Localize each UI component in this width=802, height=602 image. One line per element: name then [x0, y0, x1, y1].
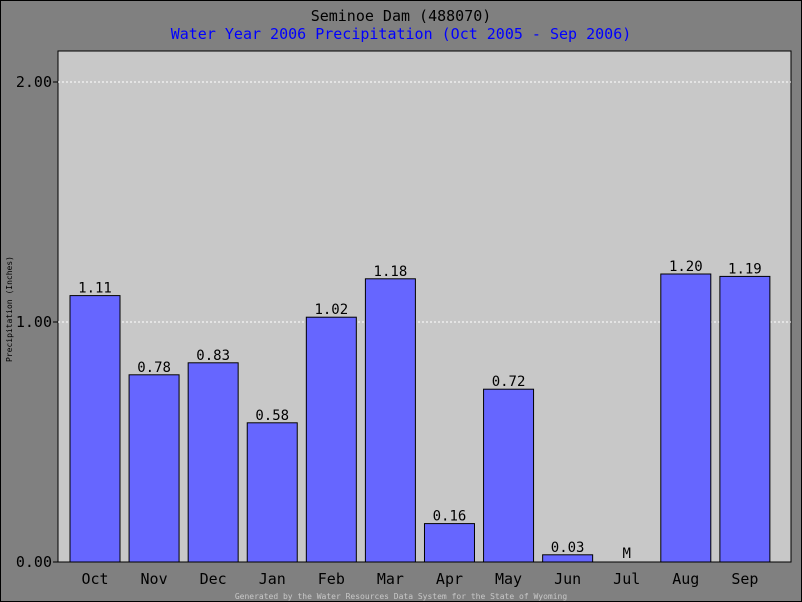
data-label-apr: 0.16 — [433, 509, 467, 525]
bar-mar — [364, 278, 416, 563]
y-axis-label: Precipitation (Inches) — [5, 256, 14, 362]
data-label-jul: M — [623, 546, 631, 562]
bars-group — [69, 273, 771, 563]
data-label-mar: 1.18 — [374, 264, 408, 280]
bar-nov — [128, 374, 180, 563]
x-tick-label-nov: Nov — [141, 570, 168, 588]
x-tick-labels: Oct Nov Dec Jan Feb Mar Apr May Jun Jul Aug Sep — [81, 570, 758, 588]
data-label-jun: 0.03 — [551, 540, 585, 556]
x-tick-label-sep: Sep — [731, 570, 758, 588]
data-label-may: 0.72 — [492, 374, 526, 390]
x-tick-label-jul: Jul — [613, 570, 640, 588]
data-label-nov: 0.78 — [137, 360, 171, 376]
y-tick-label: 1.00 — [16, 313, 52, 331]
data-label-feb: 1.02 — [314, 302, 348, 318]
bar-may — [483, 388, 535, 563]
x-tick-label-dec: Dec — [200, 570, 227, 588]
chart-subtitle: Water Year 2006 Precipitation (Oct 2005 … — [171, 25, 632, 43]
x-tick-label-jan: Jan — [259, 570, 286, 588]
data-label-sep: 1.19 — [728, 261, 762, 277]
bar-jan — [246, 422, 298, 563]
x-tick-label-may: May — [495, 570, 522, 588]
bar-jun — [542, 554, 594, 563]
bar-apr — [423, 523, 475, 563]
bar-dec — [187, 362, 239, 563]
data-label-dec: 0.83 — [196, 348, 230, 364]
y-tick-label: 2.00 — [16, 73, 52, 91]
bar-sep — [719, 275, 771, 563]
data-label-aug: 1.20 — [669, 259, 703, 275]
y-tick-labels: 0.00 1.00 2.00 — [16, 73, 58, 571]
x-tick-label-jun: Jun — [554, 570, 581, 588]
bar-oct — [69, 295, 121, 563]
x-tick-label-apr: Apr — [436, 570, 463, 588]
bar-aug — [660, 273, 712, 563]
x-tick-label-aug: Aug — [672, 570, 699, 588]
x-tick-label-feb: Feb — [318, 570, 345, 588]
x-tick-label-mar: Mar — [377, 570, 404, 588]
footer-credit: Generated by the Water Resources Data Sy… — [235, 592, 568, 601]
y-tick-label: 0.00 — [16, 553, 52, 571]
bar-feb — [305, 316, 357, 563]
chart-title: Seminoe Dam (488070) — [311, 7, 492, 25]
data-label-oct: 1.11 — [78, 281, 112, 297]
data-labels-group: 1.11 0.78 0.83 0.58 1.02 1.18 0.16 0.72 0.03 M 1.2… — [78, 259, 762, 562]
x-tick-label-oct: Oct — [81, 570, 108, 588]
data-label-jan: 0.58 — [255, 408, 289, 424]
